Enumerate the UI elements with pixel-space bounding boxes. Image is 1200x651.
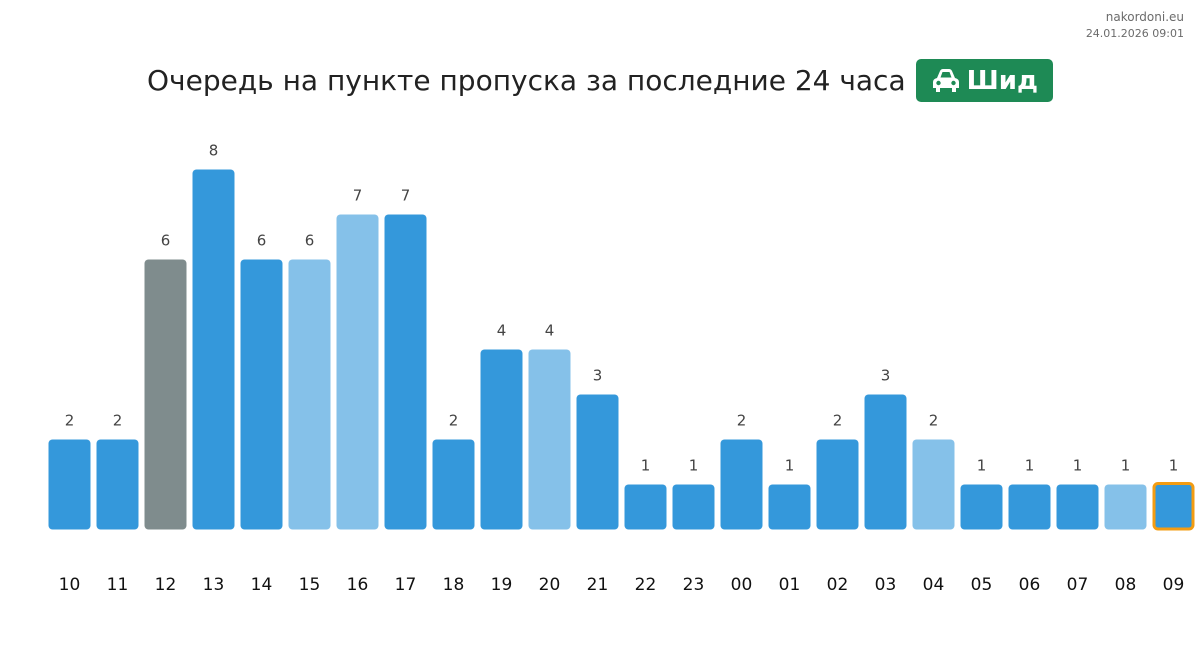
x-tick-label-09: 09 [1163, 575, 1185, 595]
value-label-09: 1 [1169, 457, 1179, 475]
value-label-22: 1 [641, 457, 651, 475]
bar-08 [1104, 484, 1147, 530]
chart-header: Очередь на пункте пропуска за последние … [0, 59, 1200, 102]
value-label-04: 2 [929, 412, 939, 430]
bar-09 [1152, 482, 1195, 531]
bar-03 [864, 394, 907, 530]
x-tick-label-03: 03 [875, 575, 897, 595]
value-label-03: 3 [881, 367, 891, 385]
bar-19 [480, 349, 523, 530]
value-label-18: 2 [449, 412, 459, 430]
x-tick-label-08: 08 [1115, 575, 1137, 595]
value-label-21: 3 [593, 367, 603, 385]
x-tick-label-04: 04 [923, 575, 945, 595]
timestamp: 24.01.2026 09:01 [1085, 27, 1184, 40]
x-tick-label-14: 14 [251, 575, 273, 595]
x-tick-label-05: 05 [971, 575, 993, 595]
x-tick-label-19: 19 [491, 575, 513, 595]
bar-21 [576, 394, 619, 530]
x-tick-label-17: 17 [395, 575, 417, 595]
value-label-06: 1 [1025, 457, 1035, 475]
x-tick-label-21: 21 [587, 575, 609, 595]
bar-15 [288, 259, 331, 530]
car-icon [932, 68, 959, 92]
value-label-14: 6 [257, 232, 267, 250]
x-tick-label-11: 11 [107, 575, 129, 595]
chart-title: Очередь на пункте пропуска за последние … [147, 64, 906, 97]
bar-10 [48, 439, 91, 530]
x-tick-label-13: 13 [203, 575, 225, 595]
x-tick-label-20: 20 [539, 575, 561, 595]
x-tick-label-18: 18 [443, 575, 465, 595]
value-label-01: 1 [785, 457, 795, 475]
value-label-11: 2 [113, 412, 123, 430]
x-tick-label-22: 22 [635, 575, 657, 595]
source-info: nakordoni.eu 24.01.2026 09:01 [1086, 10, 1184, 41]
x-tick-label-10: 10 [59, 575, 81, 595]
checkpoint-name: Шид [966, 65, 1038, 96]
x-tick-label-16: 16 [347, 575, 369, 595]
bar-04 [912, 439, 955, 530]
source-site: nakordoni.eu [1105, 10, 1184, 24]
value-label-16: 7 [353, 187, 363, 205]
bar-17 [384, 214, 427, 530]
value-label-07: 1 [1073, 457, 1083, 475]
value-label-20: 4 [545, 322, 555, 340]
value-label-15: 6 [305, 232, 315, 250]
bar-16 [336, 214, 379, 530]
x-tick-label-23: 23 [683, 575, 705, 595]
x-tick-label-00: 00 [731, 575, 753, 595]
value-label-10: 2 [65, 412, 75, 430]
bar-02 [816, 439, 859, 530]
bar-01 [768, 484, 811, 530]
bar-07 [1056, 484, 1099, 530]
x-tick-label-15: 15 [299, 575, 321, 595]
bar-22 [624, 484, 667, 530]
value-label-23: 1 [689, 457, 699, 475]
bar-18 [432, 439, 475, 530]
x-tick-label-01: 01 [779, 575, 801, 595]
value-label-08: 1 [1121, 457, 1131, 475]
x-tick-label-12: 12 [155, 575, 177, 595]
bar-05 [960, 484, 1003, 530]
bar-11 [96, 439, 139, 530]
bar-20 [528, 349, 571, 530]
bar-12 [144, 259, 187, 530]
value-label-00: 2 [737, 412, 747, 430]
value-label-12: 6 [161, 232, 171, 250]
value-label-13: 8 [209, 142, 219, 160]
x-tick-label-07: 07 [1067, 575, 1089, 595]
bar-14 [240, 259, 283, 530]
x-tick-label-02: 02 [827, 575, 849, 595]
bar-00 [720, 439, 763, 530]
bar-13 [192, 169, 235, 530]
bar-06 [1008, 484, 1051, 530]
checkpoint-badge: Шид [915, 59, 1053, 102]
bar-23 [672, 484, 715, 530]
value-label-02: 2 [833, 412, 843, 430]
x-tick-label-06: 06 [1019, 575, 1041, 595]
value-label-19: 4 [497, 322, 507, 340]
value-label-17: 7 [401, 187, 411, 205]
value-label-05: 1 [977, 457, 987, 475]
